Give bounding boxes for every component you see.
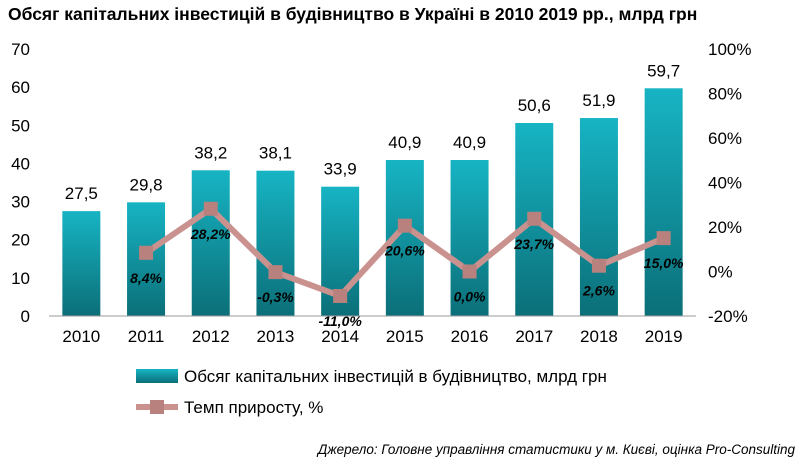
y-left-tick-0: 0 [21,307,30,326]
growth-label-2012: 28,2% [190,226,231,242]
legend: Обсяг капітальних інвестицій в будівницт… [136,367,607,417]
bar-2018 [579,118,618,316]
legend-line-marker [150,400,164,414]
x-tick-label-2017: 2017 [515,327,553,346]
growth-marker-2017 [527,211,542,226]
bar-label-2015: 40,9 [388,133,421,152]
legend-line-label: Темп приросту, % [184,398,323,417]
bar-label-2013: 38,1 [259,144,292,163]
y-left-tick-10: 10 [11,269,30,288]
growth-label-2017: 23,7% [513,236,554,252]
bar-label-2010: 27,5 [65,184,98,203]
growth-marker-2012 [203,201,218,216]
x-axis: 2010 2011 2012 2013 2014 2015 2016 2017 2018 2019 [49,315,696,346]
x-tick-label-2015: 2015 [386,327,424,346]
growth-line-group [139,201,671,303]
y-right-tick-60: 60% [708,129,742,148]
y-left-tick-20: 20 [11,231,30,250]
bar-2010 [62,211,101,316]
growth-label-2016: 0,0% [454,289,486,305]
y-right-tick-40: 40% [708,174,742,193]
bar-2019 [644,88,683,316]
y-right-tick-20: 20% [708,218,742,237]
bar-label-2019: 59,7 [647,61,680,80]
line-labels-group: 8,4% 28,2% -0,3% -11,0% 20,6% 0,0% 23,7% 2,6% 15… [130,226,684,329]
legend-bar-swatch [136,369,178,383]
y-axis-right: -20% 0% 20% 40% 60% 80% 100% [708,40,751,326]
growth-marker-2019 [656,231,671,246]
x-tick-label-2011: 2011 [128,327,165,346]
x-tick-label-2010: 2010 [62,327,100,346]
bar-2012 [191,170,230,316]
growth-label-2014: -11,0% [318,313,362,329]
x-tick-label-2019: 2019 [645,327,683,346]
x-tick-label-2012: 2012 [192,327,230,346]
growth-marker-2011 [139,245,154,260]
growth-marker-2015 [397,218,412,233]
growth-label-2018: 2,6% [582,283,615,299]
growth-marker-2013 [268,265,283,280]
growth-label-2019: 15,0% [644,255,684,271]
y-left-tick-30: 30 [11,193,30,212]
growth-label-2015: 20,6% [384,243,425,259]
y-left-tick-50: 50 [11,116,30,135]
bar-label-2012: 38,2 [194,143,227,162]
y-left-tick-70: 70 [11,40,30,59]
x-tick-label-2013: 2013 [257,327,295,346]
bar-label-2014: 33,9 [324,160,357,179]
growth-marker-2016 [462,264,477,279]
y-right-tick-100: 100% [708,40,751,59]
bar-label-2011: 29,8 [130,175,163,194]
bar-labels-group: 27,5 29,8 38,2 38,1 33,9 40,9 40,9 50,6 51,9 59,7 [65,61,680,203]
bar-label-2016: 40,9 [453,133,486,152]
y-right-tick--20: -20% [708,307,748,326]
y-left-tick-40: 40 [11,154,30,173]
source-note: Джерело: Головне управління статистики у… [317,442,795,457]
y-left-tick-60: 60 [11,78,30,97]
growth-label-2011: 8,4% [130,270,162,286]
y-right-tick-0: 0% [708,263,733,282]
growth-label-2013: -0,3% [257,289,294,305]
y-right-tick-80: 80% [708,85,742,104]
growth-marker-2014 [333,288,348,303]
x-tick-label-2016: 2016 [451,327,489,346]
bar-label-2017: 50,6 [518,96,551,115]
bar-2016 [450,159,489,316]
y-axis-left: 0 10 20 30 40 50 60 70 [11,40,30,326]
x-tick-label-2014: 2014 [321,327,359,346]
bar-2013 [256,170,295,316]
bar-label-2018: 51,9 [582,91,615,110]
chart-title: Обсяг капітальних інвестицій в будівницт… [8,4,698,24]
growth-marker-2018 [591,258,606,273]
x-tick-label-2018: 2018 [580,327,618,346]
bars-group [62,88,683,316]
legend-bar-label: Обсяг капітальних інвестицій в будівницт… [184,367,607,386]
